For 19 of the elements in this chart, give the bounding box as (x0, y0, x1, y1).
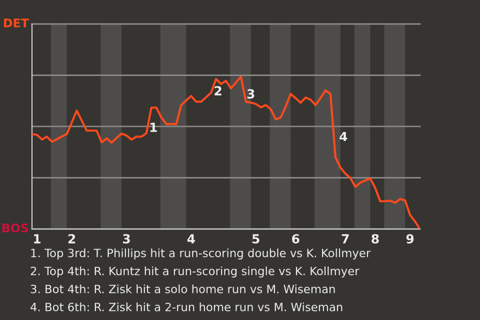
text: 3. Bot 4th: R. Zisk hit a solo home run vs M. Wiseman (30, 284, 335, 294)
annotation: 1 (150, 122, 157, 132)
text: 4. Bot 6th: R. Zisk hit a 2-run home run vs M. Wiseman (30, 302, 342, 312)
x-tick-label: 5 (252, 234, 260, 244)
annotation: 2 (214, 86, 222, 96)
annotation: 3 (247, 89, 254, 99)
ref-line-label: DET (4, 18, 29, 28)
x-tick-label: 6 (292, 234, 300, 244)
x-tick-label: 4 (187, 234, 195, 244)
x-tick-label: 3 (123, 234, 130, 244)
text: 2. Top 4th: R. Kuntz hit a run-scoring single vs K. Kollmyer (30, 266, 360, 278)
x-tick-label: 2 (68, 234, 76, 244)
annotation: 4 (340, 132, 348, 142)
ref-line-label: BOS (2, 223, 28, 232)
x-tick-label: 8 (372, 234, 379, 244)
x-tick-label: 7 (342, 234, 349, 244)
x-tick-label: 1 (34, 234, 40, 244)
text: 1. Top 3rd: T. Phillips hit a run-scoring double vs K. Kollmyer (31, 248, 371, 260)
x-tick-label: 9 (406, 234, 414, 244)
